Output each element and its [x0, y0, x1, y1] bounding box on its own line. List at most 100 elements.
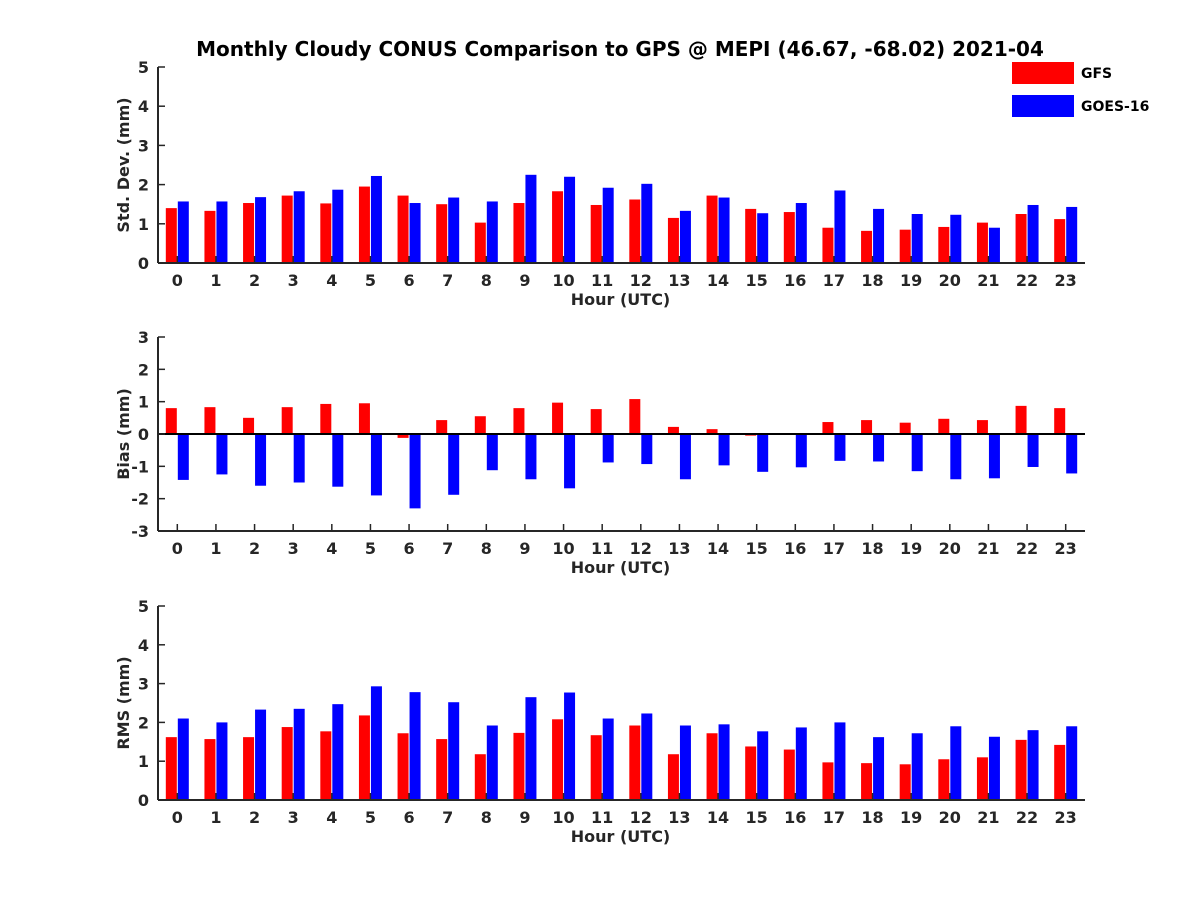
x-tick-label: 18: [861, 271, 883, 290]
bar-goes-16-hour-23: [1066, 206, 1078, 263]
bar-gfs-hour-2: [243, 417, 255, 434]
y-tick-label: 0: [138, 254, 149, 273]
bar-gfs-hour-6: [397, 733, 409, 800]
x-tick-label: 13: [668, 539, 690, 558]
bar-gfs-hour-21: [976, 222, 988, 263]
x-tick-label: 8: [481, 808, 492, 827]
x-tick-label: 9: [519, 271, 530, 290]
y-tick-label: -1: [131, 457, 149, 476]
x-tick-label: 0: [172, 271, 183, 290]
bar-goes-16-hour-16: [795, 434, 807, 468]
bar-goes-16-hour-6: [409, 434, 421, 509]
x-tick-label: 5: [365, 271, 376, 290]
legend-swatch-gfs: [1012, 62, 1074, 84]
bar-goes-16-hour-22: [1027, 204, 1039, 263]
x-tick-label: 18: [861, 539, 883, 558]
bar-goes-16-hour-6: [409, 203, 421, 263]
bar-goes-16-hour-1: [216, 722, 228, 800]
x-tick-label: 10: [552, 808, 574, 827]
bar-goes-16-hour-21: [988, 227, 1000, 263]
x-tick-label: 6: [403, 808, 414, 827]
bar-gfs-hour-17: [822, 762, 834, 800]
x-tick-label: 14: [707, 808, 729, 827]
bar-gfs-hour-14: [706, 429, 718, 434]
bar-goes-16-hour-17: [834, 434, 846, 461]
bar-gfs-hour-8: [474, 222, 486, 263]
bar-gfs-hour-22: [1015, 405, 1027, 434]
x-tick-label: 21: [977, 539, 999, 558]
bar-goes-16-hour-20: [950, 726, 962, 800]
bar-goes-16-hour-8: [486, 201, 498, 263]
bar-gfs-hour-5: [358, 715, 370, 800]
y-tick-label: 1: [138, 752, 149, 771]
bar-gfs-hour-0: [165, 408, 177, 434]
bar-gfs-hour-20: [938, 759, 950, 800]
bar-gfs-hour-7: [436, 420, 448, 434]
bar-goes-16-hour-9: [525, 174, 537, 263]
bar-gfs-hour-4: [320, 403, 332, 434]
bar-goes-16-hour-5: [370, 175, 382, 263]
legend: GFS GOES-16: [1012, 62, 1149, 117]
x-tick-label: 13: [668, 271, 690, 290]
bar-goes-16-hour-1: [216, 201, 228, 263]
bar-gfs-hour-12: [629, 725, 641, 800]
bar-gfs-hour-3: [281, 727, 293, 800]
bar-gfs-hour-2: [243, 203, 255, 263]
y-tick-label: 0: [138, 425, 149, 444]
bar-goes-16-hour-11: [602, 718, 614, 800]
legend-swatch-goes-16: [1012, 95, 1074, 117]
x-tick-label: 17: [823, 808, 845, 827]
x-tick-label: 8: [481, 539, 492, 558]
x-axis-label: Hour (UTC): [571, 558, 671, 577]
bar-goes-16-hour-2: [255, 197, 267, 263]
bar-gfs-hour-7: [436, 204, 448, 263]
bar-gfs-hour-14: [706, 733, 718, 800]
y-tick-label: -2: [131, 490, 149, 509]
bar-goes-16-hour-0: [177, 201, 189, 263]
legend-label-goes-16: GOES-16: [1081, 99, 1149, 115]
bar-gfs-hour-21: [976, 757, 988, 800]
bar-goes-16-hour-19: [911, 434, 923, 472]
x-tick-label: 3: [288, 271, 299, 290]
bar-goes-16-hour-12: [641, 713, 653, 800]
y-tick-label: 3: [138, 675, 149, 694]
bar-gfs-hour-13: [667, 754, 679, 800]
x-tick-label: 6: [403, 271, 414, 290]
bar-goes-16-hour-9: [525, 697, 537, 800]
bar-gfs-hour-1: [204, 739, 216, 800]
bar-gfs-hour-10: [552, 719, 564, 800]
x-tick-label: 7: [442, 539, 453, 558]
bar-goes-16-hour-6: [409, 692, 421, 800]
x-tick-label: 20: [939, 271, 961, 290]
bar-gfs-hour-14: [706, 195, 718, 263]
x-tick-label: 7: [442, 808, 453, 827]
x-tick-label: 13: [668, 808, 690, 827]
bar-goes-16-hour-12: [641, 183, 653, 263]
x-tick-label: 11: [591, 808, 613, 827]
y-axis-label: Std. Dev. (mm): [114, 97, 133, 232]
bar-goes-16-hour-22: [1027, 730, 1039, 800]
y-tick-label: -3: [131, 522, 149, 541]
bar-gfs-hour-21: [976, 420, 988, 434]
bar-gfs-hour-22: [1015, 214, 1027, 263]
bar-goes-16-hour-11: [602, 187, 614, 263]
bar-goes-16-hour-4: [332, 189, 344, 263]
x-tick-label: 3: [288, 539, 299, 558]
bar-goes-16-hour-17: [834, 722, 846, 800]
bar-gfs-hour-16: [783, 212, 795, 263]
x-tick-label: 4: [326, 808, 337, 827]
x-tick-label: 21: [977, 271, 999, 290]
bar-gfs-hour-15: [745, 208, 757, 263]
bar-gfs-hour-9: [513, 732, 525, 800]
bar-gfs-hour-9: [513, 203, 525, 263]
x-tick-label: 16: [784, 539, 806, 558]
bar-goes-16-hour-0: [177, 718, 189, 800]
bar-goes-16-hour-21: [988, 434, 1000, 479]
bar-goes-16-hour-19: [911, 733, 923, 800]
chart-title: Monthly Cloudy CONUS Comparison to GPS @…: [196, 37, 1044, 61]
bar-goes-16-hour-16: [795, 203, 807, 263]
bar-gfs-hour-19: [899, 422, 911, 434]
x-tick-label: 5: [365, 539, 376, 558]
